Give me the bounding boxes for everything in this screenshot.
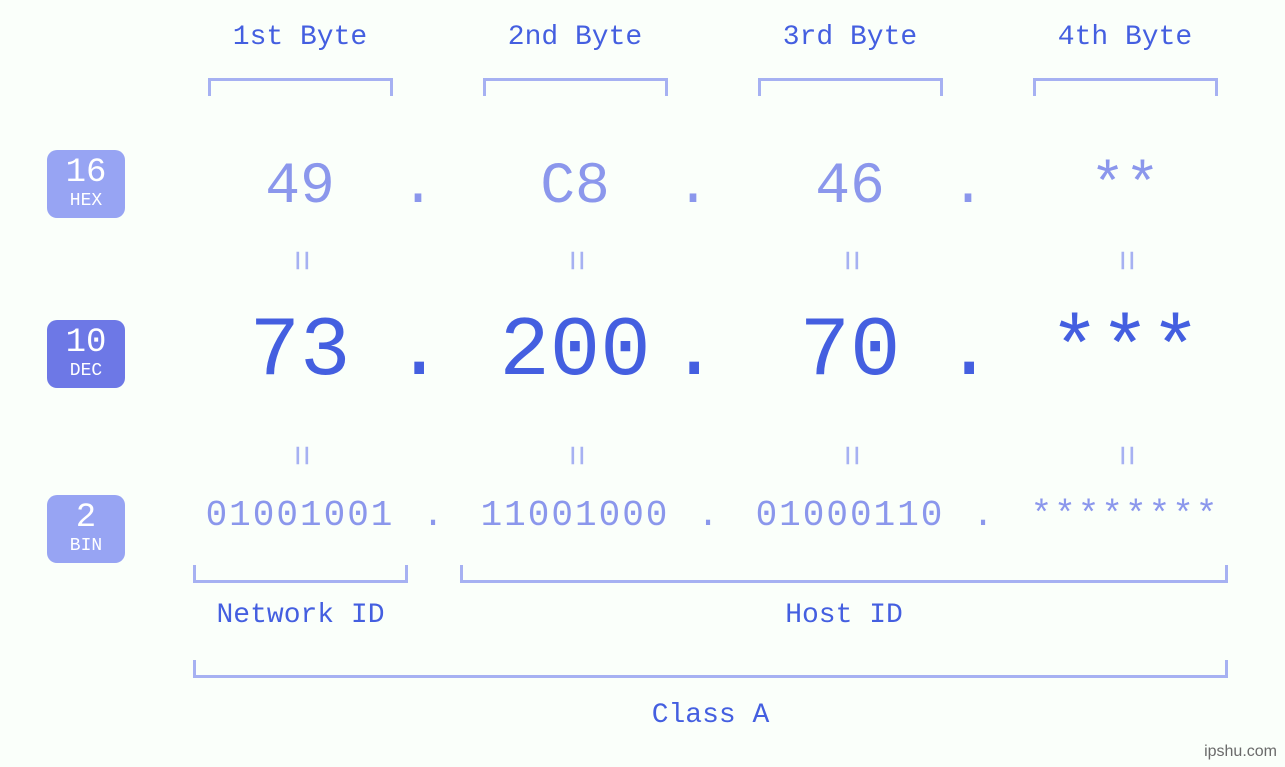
- dec-dot-2: .: [669, 305, 717, 400]
- badge-dec: 10 DEC: [47, 320, 125, 388]
- bin-byte-4: ********: [1005, 495, 1245, 536]
- bin-dot-3: .: [968, 495, 998, 536]
- badge-bin-label: BIN: [47, 537, 125, 555]
- badge-dec-label: DEC: [47, 362, 125, 380]
- equals-dec-bin-4: =: [1105, 341, 1146, 571]
- bin-byte-3: 01000110: [730, 495, 970, 536]
- badge-hex: 16 HEX: [47, 150, 125, 218]
- hex-dot-2: .: [673, 155, 713, 220]
- badge-hex-num: 16: [47, 156, 125, 190]
- hex-dot-1: .: [398, 155, 438, 220]
- byte-header-3: 3rd Byte: [735, 22, 965, 53]
- bin-dot-2: .: [693, 495, 723, 536]
- host-id-bracket: [460, 565, 1228, 583]
- class-bracket: [193, 660, 1228, 678]
- byte-header-2: 2nd Byte: [460, 22, 690, 53]
- equals-dec-bin-1: =: [280, 341, 321, 571]
- byte-header-4: 4th Byte: [1010, 22, 1240, 53]
- host-id-label: Host ID: [460, 600, 1228, 631]
- watermark: ipshu.com: [1204, 743, 1277, 761]
- top-bracket-4: [1033, 78, 1218, 96]
- equals-dec-bin-3: =: [830, 341, 871, 571]
- network-id-label: Network ID: [193, 600, 408, 631]
- bin-byte-2: 11001000: [455, 495, 695, 536]
- equals-dec-bin-2: =: [555, 341, 596, 571]
- badge-dec-num: 10: [47, 326, 125, 360]
- dec-dot-3: .: [944, 305, 992, 400]
- dec-dot-1: .: [394, 305, 442, 400]
- network-id-bracket: [193, 565, 408, 583]
- byte-header-1: 1st Byte: [185, 22, 415, 53]
- bin-dot-1: .: [418, 495, 448, 536]
- hex-dot-3: .: [948, 155, 988, 220]
- top-bracket-2: [483, 78, 668, 96]
- top-bracket-1: [208, 78, 393, 96]
- badge-hex-label: HEX: [47, 192, 125, 210]
- badge-bin-num: 2: [47, 501, 125, 535]
- class-label: Class A: [193, 700, 1228, 731]
- top-bracket-3: [758, 78, 943, 96]
- badge-bin: 2 BIN: [47, 495, 125, 563]
- bin-byte-1: 01001001: [180, 495, 420, 536]
